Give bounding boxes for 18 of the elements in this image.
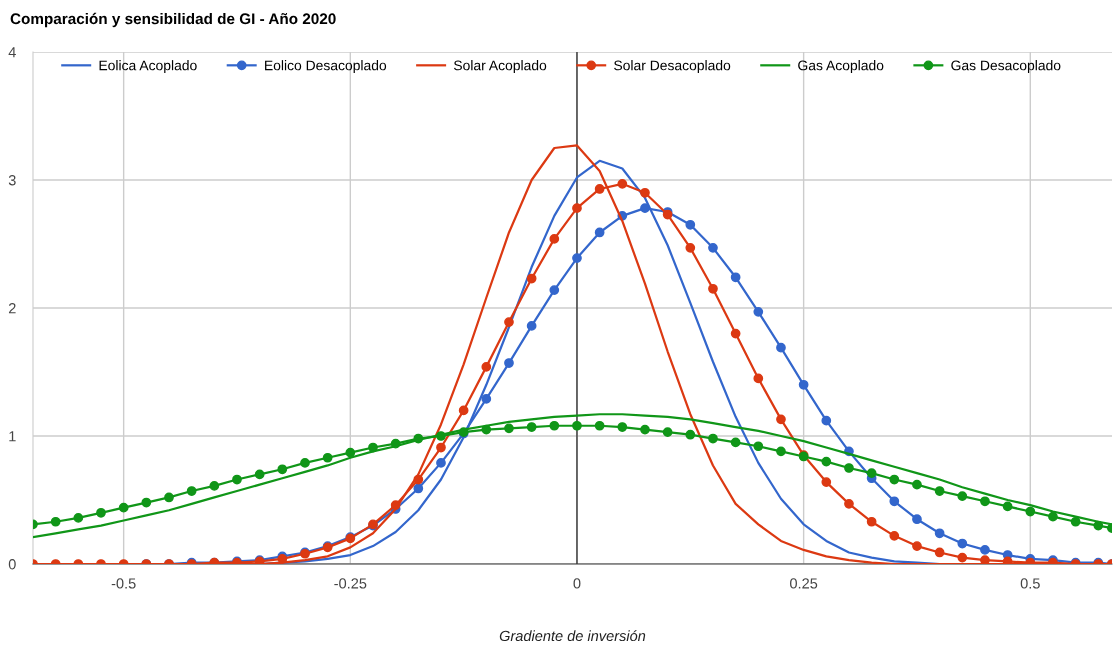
legend-label: Eolica Acoplado [99, 60, 197, 74]
x-tick-label: 0.5 [1020, 578, 1040, 589]
x-tick-label: -0.5 [111, 578, 136, 589]
legend-label: Solar Acoplado [453, 60, 547, 74]
x-tick-label: -0.25 [334, 578, 367, 589]
y-tick-label: 2 [8, 303, 16, 314]
x-tick-label: 0.25 [790, 578, 818, 589]
y-tick-label: 0 [8, 559, 16, 570]
x-tick-label: 0 [573, 578, 581, 589]
legend-label: Eolico Desacoplado [265, 60, 387, 74]
y-tick-label: 4 [8, 47, 16, 58]
y-tick-label: 3 [8, 175, 16, 186]
chart-title: Comparación y sensibilidad de GI - Año 2020 [10, 12, 336, 28]
legend-label: Gas Acoplado [798, 60, 884, 74]
y-tick-label: 1 [9, 431, 16, 442]
x-axis-title: Gradiente de inversión [499, 630, 646, 642]
legend-label: Gas Desacoplado [951, 60, 1061, 74]
legend-label: Solar Desacoplado [614, 60, 731, 74]
